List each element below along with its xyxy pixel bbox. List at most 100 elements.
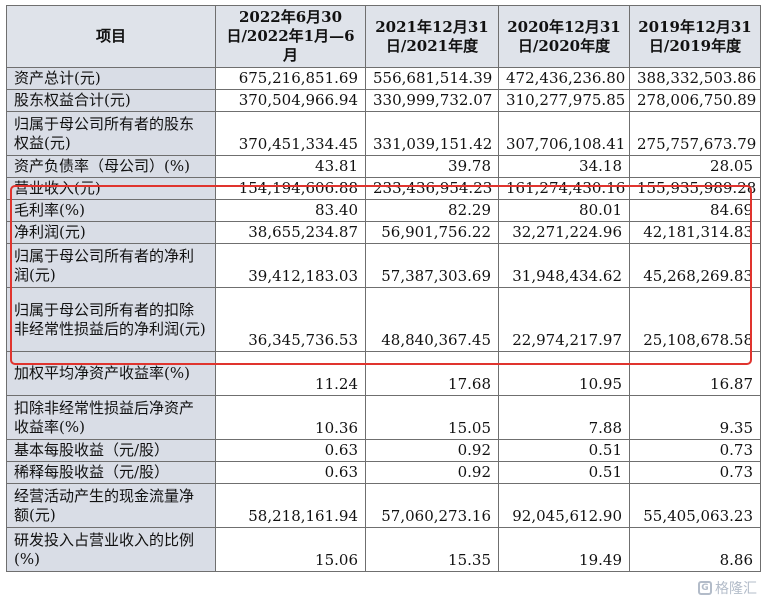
cell-value: 11.24	[215, 351, 366, 396]
header-col-2022h1: 2022年6月30日/2022年1月—6月	[215, 5, 366, 68]
header-item: 项目	[6, 5, 216, 68]
cell-value: 7.88	[498, 395, 630, 440]
cell-value: 16.87	[629, 351, 761, 396]
row-label: 归属于母公司所有者的净利润(元)	[6, 243, 216, 288]
row-label: 资产总计(元)	[6, 67, 216, 90]
cell-value: 330,999,732.07	[365, 89, 499, 112]
cell-value: 0.73	[629, 461, 761, 484]
cell-value: 15.06	[215, 527, 366, 572]
cell-value: 278,006,750.89	[629, 89, 761, 112]
cell-value: 0.63	[215, 439, 366, 462]
header-col-2019: 2019年12月31日/2019年度	[629, 5, 761, 68]
cell-value: 55,405,063.23	[629, 483, 761, 528]
cell-value: 48,840,367.45	[365, 287, 499, 352]
cell-value: 42,181,314.83	[629, 221, 761, 244]
cell-value: 17.68	[365, 351, 499, 396]
table-row: 经营活动产生的现金流量净额(元) 58,218,161.94 57,060,27…	[6, 483, 761, 528]
table-row: 基本每股收益（元/股） 0.63 0.92 0.51 0.73	[6, 439, 761, 462]
row-label: 净利润(元)	[6, 221, 216, 244]
cell-value: 92,045,612.90	[498, 483, 630, 528]
table-row: 股东权益合计(元) 370,504,966.94 330,999,732.07 …	[6, 89, 761, 112]
header-col-2021: 2021年12月31日/2021年度	[365, 5, 499, 68]
table-row: 稀释每股收益（元/股） 0.63 0.92 0.51 0.73	[6, 461, 761, 484]
table-row: 毛利率(%) 83.40 82.29 80.01 84.69	[6, 199, 761, 222]
row-label: 加权平均净资产收益率(%)	[6, 351, 216, 396]
cell-value: 22,974,217.97	[498, 287, 630, 352]
table-row: 净利润(元) 38,655,234.87 56,901,756.22 32,27…	[6, 221, 761, 244]
cell-value: 307,706,108.41	[498, 111, 630, 156]
cell-value: 82.29	[365, 199, 499, 222]
row-label: 毛利率(%)	[6, 199, 216, 222]
cell-value: 9.35	[629, 395, 761, 440]
cell-value: 370,451,334.45	[215, 111, 366, 156]
watermark: G 格隆汇	[698, 578, 757, 598]
table-row: 资产总计(元) 675,216,851.69 556,681,514.39 47…	[6, 67, 761, 90]
table-row: 归属于母公司所有者的扣除非经常性损益后的净利润(元) 36,345,736.53…	[6, 287, 761, 352]
header-col-2020: 2020年12月31日/2020年度	[498, 5, 630, 68]
cell-value: 0.63	[215, 461, 366, 484]
cell-value: 15.35	[365, 527, 499, 572]
cell-value: 45,268,269.83	[629, 243, 761, 288]
row-label: 基本每股收益（元/股）	[6, 439, 216, 462]
cell-value: 39.78	[365, 155, 499, 178]
cell-value: 8.86	[629, 527, 761, 572]
cell-value: 80.01	[498, 199, 630, 222]
glh-logo-icon: G	[698, 581, 712, 595]
cell-value: 556,681,514.39	[365, 67, 499, 90]
row-label: 研发投入占营业收入的比例(%)	[6, 527, 216, 572]
cell-value: 31,948,434.62	[498, 243, 630, 288]
cell-value: 58,218,161.94	[215, 483, 366, 528]
cell-value: 0.73	[629, 439, 761, 462]
cell-value: 57,060,273.16	[365, 483, 499, 528]
cell-value: 154,194,606.88	[215, 177, 366, 200]
row-label: 稀释每股收益（元/股）	[6, 461, 216, 484]
cell-value: 34.18	[498, 155, 630, 178]
table-row: 加权平均净资产收益率(%) 11.24 17.68 10.95 16.87	[6, 351, 761, 396]
cell-value: 275,757,673.79	[629, 111, 761, 156]
cell-value: 43.81	[215, 155, 366, 178]
cell-value: 675,216,851.69	[215, 67, 366, 90]
cell-value: 155,935,989.28	[629, 177, 761, 200]
row-label: 扣除非经常性损益后净资产收益率(%)	[6, 395, 216, 440]
cell-value: 472,436,236.80	[498, 67, 630, 90]
cell-value: 388,332,503.86	[629, 67, 761, 90]
header-row: 项目 2022年6月30日/2022年1月—6月 2021年12月31日/202…	[6, 5, 761, 68]
cell-value: 39,412,183.03	[215, 243, 366, 288]
cell-value: 56,901,756.22	[365, 221, 499, 244]
cell-value: 310,277,975.85	[498, 89, 630, 112]
table-row: 研发投入占营业收入的比例(%) 15.06 15.35 19.49 8.86	[6, 527, 761, 572]
cell-value: 331,039,151.42	[365, 111, 499, 156]
cell-value: 32,271,224.96	[498, 221, 630, 244]
row-label: 营业收入(元)	[6, 177, 216, 200]
cell-value: 0.92	[365, 461, 499, 484]
row-label: 归属于母公司所有者的股东权益(元)	[6, 111, 216, 156]
watermark-text: 格隆汇	[715, 581, 757, 597]
cell-value: 0.92	[365, 439, 499, 462]
cell-value: 0.51	[498, 461, 630, 484]
cell-value: 0.51	[498, 439, 630, 462]
row-label: 归属于母公司所有者的扣除非经常性损益后的净利润(元)	[6, 287, 216, 352]
financial-table: 项目 2022年6月30日/2022年1月—6月 2021年12月31日/202…	[6, 5, 761, 572]
table-row: 归属于母公司所有者的股东权益(元) 370,451,334.45 331,039…	[6, 111, 761, 156]
cell-value: 10.95	[498, 351, 630, 396]
table-row: 营业收入(元) 154,194,606.88 233,436,954.23 16…	[6, 177, 761, 200]
table-row: 扣除非经常性损益后净资产收益率(%) 10.36 15.05 7.88 9.35	[6, 395, 761, 440]
cell-value: 36,345,736.53	[215, 287, 366, 352]
cell-value: 25,108,678.58	[629, 287, 761, 352]
row-label: 股东权益合计(元)	[6, 89, 216, 112]
cell-value: 161,274,430.16	[498, 177, 630, 200]
cell-value: 370,504,966.94	[215, 89, 366, 112]
cell-value: 10.36	[215, 395, 366, 440]
cell-value: 28.05	[629, 155, 761, 178]
table-row: 资产负债率（母公司）(%) 43.81 39.78 34.18 28.05	[6, 155, 761, 178]
cell-value: 233,436,954.23	[365, 177, 499, 200]
cell-value: 15.05	[365, 395, 499, 440]
cell-value: 83.40	[215, 199, 366, 222]
cell-value: 57,387,303.69	[365, 243, 499, 288]
row-label: 资产负债率（母公司）(%)	[6, 155, 216, 178]
table-row: 归属于母公司所有者的净利润(元) 39,412,183.03 57,387,30…	[6, 243, 761, 288]
cell-value: 84.69	[629, 199, 761, 222]
row-label: 经营活动产生的现金流量净额(元)	[6, 483, 216, 528]
cell-value: 19.49	[498, 527, 630, 572]
cell-value: 38,655,234.87	[215, 221, 366, 244]
